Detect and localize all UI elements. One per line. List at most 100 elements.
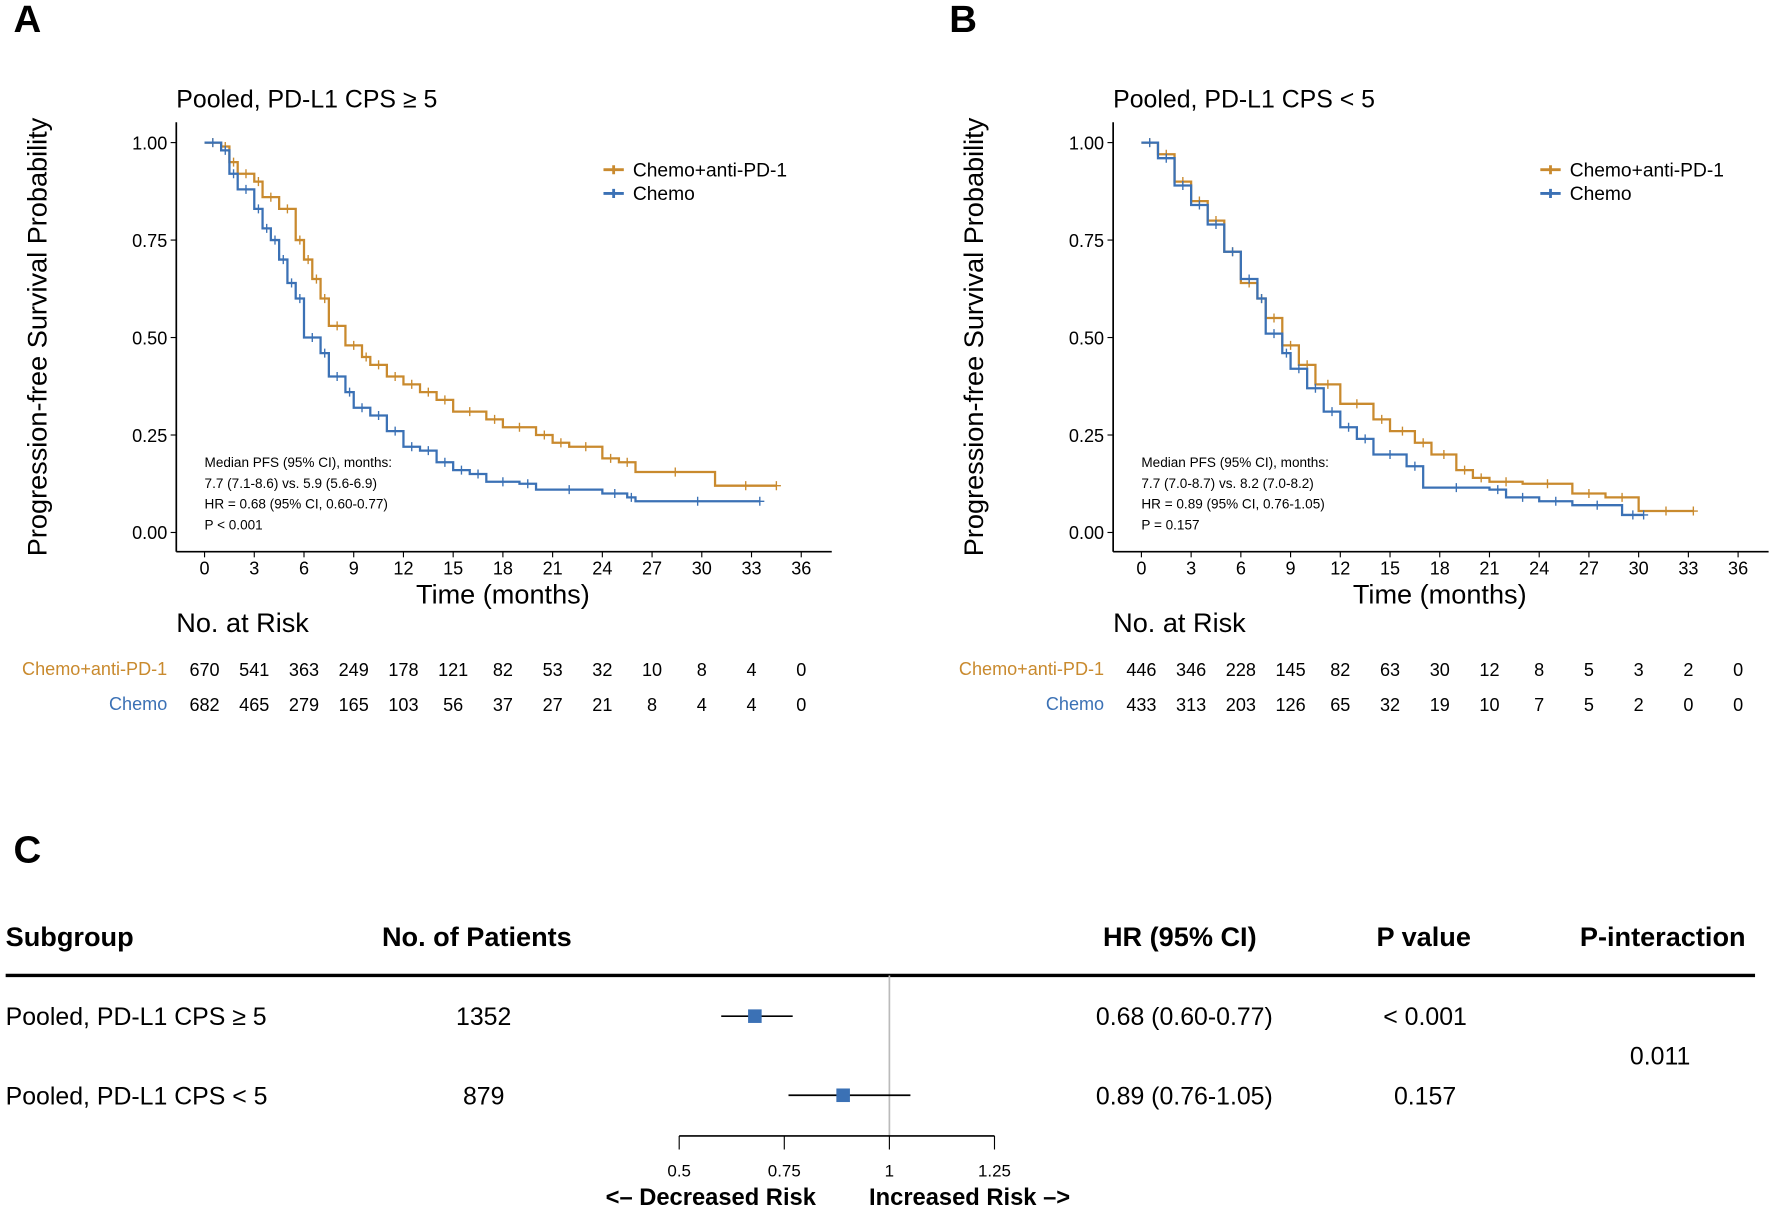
censor-mark (564, 485, 574, 495)
risk-count: 21 (592, 695, 612, 715)
hr-point (836, 1088, 850, 1103)
censor-mark (1493, 485, 1503, 495)
p-value: 0.157 (1394, 1082, 1456, 1110)
censor-mark (229, 157, 239, 167)
censor-mark (241, 169, 251, 179)
subgroup-label: Pooled, PD-L1 CPS < 5 (6, 1082, 268, 1110)
censor-mark (440, 395, 450, 405)
risk-count: 37 (493, 695, 513, 715)
y-tick-label: 0.00 (132, 523, 167, 543)
censor-mark (1228, 247, 1238, 257)
x-tick-label: 6 (299, 558, 309, 578)
km-plot-b: Pooled, PD-L1 CPS < 5 0.00 0.25 0.50 0.75 1.0… (958, 86, 1769, 715)
chart-title: Pooled, PD-L1 CPS < 5 (1113, 86, 1375, 114)
censor-mark (539, 430, 549, 440)
x-tick-label: 36 (1728, 558, 1748, 578)
risk-count: 8 (647, 695, 657, 715)
forest-header: HR (95% CI) (1103, 921, 1257, 952)
censor-mark (208, 138, 218, 148)
risk-count: 0 (1733, 695, 1743, 715)
censor-mark (1161, 153, 1171, 163)
risk-count: 32 (1380, 695, 1400, 715)
patient-count: 879 (463, 1082, 504, 1110)
y-tick-label: 0.00 (1069, 523, 1104, 543)
legend-swatch-chemo (603, 188, 624, 198)
censor-mark (741, 481, 751, 491)
censor-mark (1460, 465, 1470, 475)
censor-mark (1344, 422, 1354, 432)
censor-mark (1451, 483, 1461, 493)
decreased-risk-label: <– Decreased Risk (606, 1185, 817, 1211)
censor-mark (1194, 200, 1204, 210)
risk-count: 126 (1275, 695, 1305, 715)
stats-annotation: Median PFS (95% CI), months: (1141, 455, 1328, 470)
censor-mark (440, 457, 450, 467)
risk-count: 8 (697, 660, 707, 680)
censor-mark (626, 492, 636, 502)
censor-mark (581, 442, 591, 452)
censor-mark (610, 488, 620, 499)
censor-mark (473, 469, 483, 479)
risk-count: 2 (1683, 660, 1693, 680)
hr-point (748, 1009, 762, 1023)
censor-mark (282, 204, 292, 214)
x-tick-label: 24 (1529, 558, 1549, 578)
forest-tick-label: 1 (885, 1162, 894, 1181)
censor-mark (1377, 414, 1387, 424)
risk-count: 10 (1479, 695, 1499, 715)
risk-count: 12 (1479, 660, 1499, 680)
risk-count: 3 (1634, 660, 1644, 680)
censor-mark (1327, 407, 1337, 417)
censor-mark (253, 177, 263, 187)
risk-count: 178 (388, 660, 418, 680)
forest-tick-label: 1.25 (978, 1162, 1011, 1181)
x-tick-label: 36 (791, 558, 811, 578)
censor-mark (320, 348, 330, 358)
censor-mark (1286, 340, 1296, 350)
censor-mark (266, 192, 276, 202)
x-tick-label: 21 (1479, 558, 1499, 578)
risk-count: 56 (443, 695, 463, 715)
risk-count: 249 (339, 660, 369, 680)
risk-count: 30 (1430, 660, 1450, 680)
censor-mark (606, 453, 616, 463)
y-axis-title: Progression-free Survival Probability (21, 117, 52, 556)
censor-mark (1269, 329, 1279, 339)
p-interaction-value: 0.011 (1630, 1043, 1690, 1071)
censor-mark (253, 204, 263, 214)
risk-row-label: Chemo (1046, 694, 1104, 714)
censor-mark (556, 438, 566, 448)
panel-label-a: A (14, 0, 42, 41)
panel-label-b: B (949, 0, 977, 41)
x-axis-title: Time (months) (416, 579, 590, 610)
forest-header: P-interaction (1580, 921, 1746, 952)
forest-header: Subgroup (6, 921, 134, 952)
censor-mark (1661, 506, 1671, 516)
censor-mark (361, 352, 371, 362)
risk-count: 0 (1683, 695, 1693, 715)
y-tick-label: 1.00 (1069, 133, 1104, 153)
x-tick-label: 3 (249, 558, 259, 578)
censor-mark (1439, 449, 1449, 460)
censor-mark (1418, 438, 1428, 448)
censor-mark (1178, 180, 1188, 191)
risk-count: 203 (1226, 695, 1256, 715)
censor-mark (307, 333, 317, 343)
risk-count: 8 (1534, 660, 1544, 680)
risk-row-label: Chemo (109, 694, 167, 714)
risk-count: 2 (1634, 695, 1644, 715)
x-axis-title: Time (months) (1353, 579, 1527, 610)
km-curve-chemo (204, 141, 760, 503)
x-tick-label: 15 (1380, 558, 1400, 578)
y-tick-label: 0.25 (132, 426, 167, 446)
censor-mark (345, 387, 355, 397)
censor-mark (1501, 477, 1511, 487)
censor-mark (423, 387, 433, 397)
censor-mark (755, 496, 765, 506)
censor-mark (1628, 510, 1638, 520)
legend-swatch-combo (603, 165, 624, 175)
censor-mark (262, 223, 272, 233)
risk-count: 5 (1584, 695, 1594, 715)
risk-count: 228 (1226, 660, 1256, 680)
censor-mark (456, 465, 466, 475)
